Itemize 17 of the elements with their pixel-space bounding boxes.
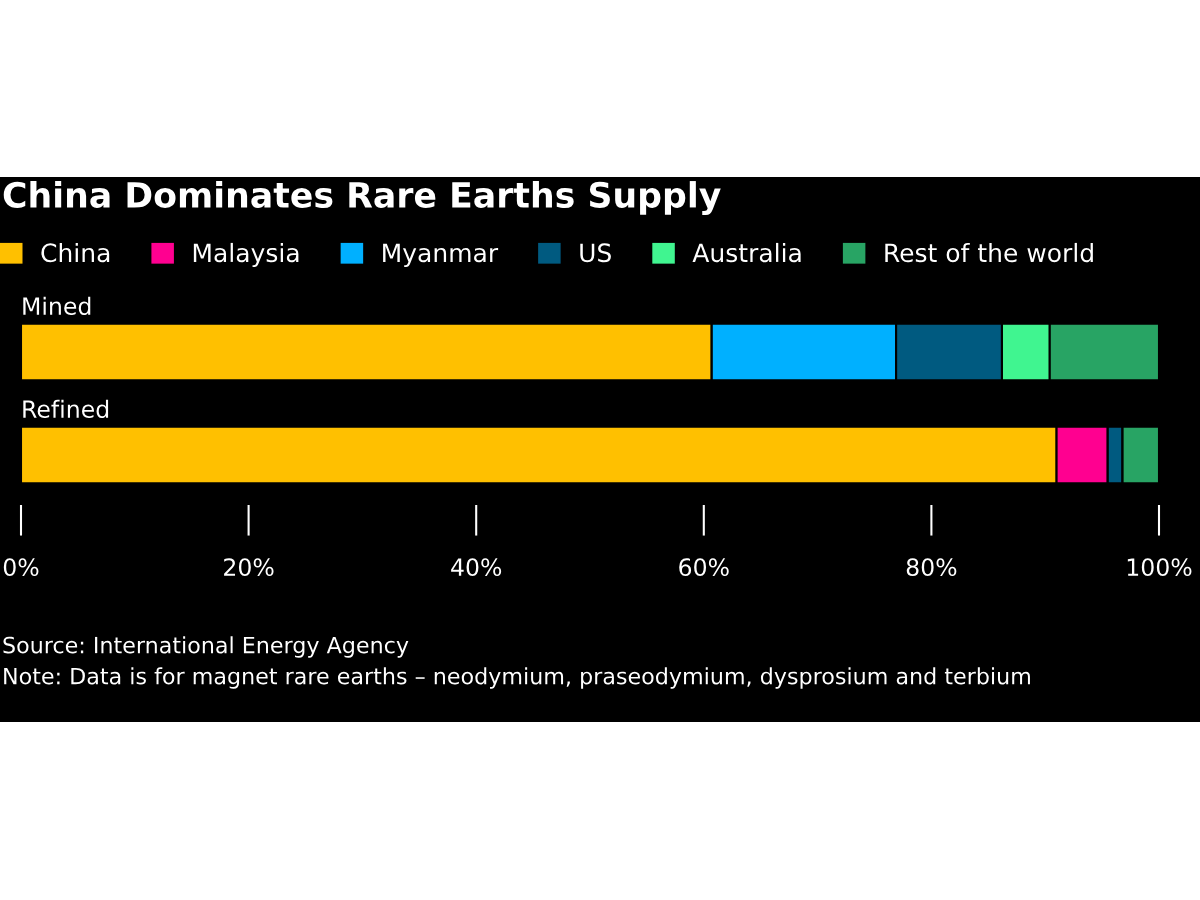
source-note: Source: International Energy Agency bbox=[3, 636, 409, 658]
x-tick-label: 80% bbox=[906, 558, 957, 577]
x-tick-label: 20% bbox=[224, 558, 274, 577]
x-tick-label: 100% bbox=[1127, 558, 1192, 577]
x-tick-label: 40% bbox=[451, 558, 502, 577]
text: Note: Data is for magnet rare earths – neodymium, praseodymium, dysprosium and terbium bbox=[4, 667, 1030, 689]
chart-title: China Dominates Rare Earths Supply bbox=[3, 181, 721, 215]
x-tick-label: 60% bbox=[679, 558, 729, 577]
x-tick-label: 0% bbox=[3, 558, 39, 577]
legend-label: Malaysia bbox=[193, 242, 299, 268]
legend-label: US bbox=[580, 243, 611, 263]
legend-label: Rest of the world bbox=[885, 242, 1093, 263]
legend-label: Australia bbox=[692, 242, 801, 263]
legend-label: China bbox=[41, 242, 110, 263]
y-tick-label: Refined bbox=[23, 399, 109, 419]
legend-label: Myanmar bbox=[383, 243, 499, 268]
y-tick-label: Mined bbox=[23, 296, 91, 315]
